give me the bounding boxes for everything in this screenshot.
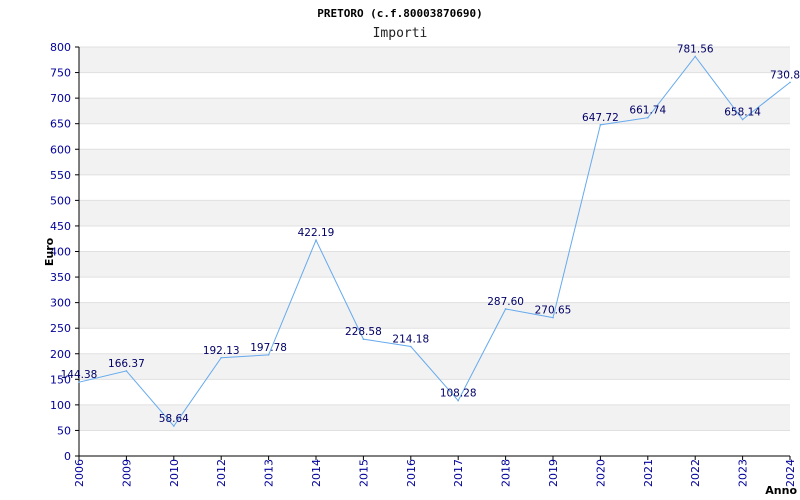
data-point [789, 81, 791, 84]
grid-band [79, 200, 790, 226]
data-point [457, 399, 460, 402]
y-axis-label: Euro [43, 237, 56, 266]
y-tick-label: 800 [50, 41, 71, 54]
data-point [220, 356, 222, 359]
x-tick-label: 2015 [357, 459, 370, 487]
data-label: 197.78 [250, 342, 287, 354]
data-label: 730.8 [770, 69, 800, 81]
x-tick-label: 2017 [452, 459, 465, 487]
y-tick-label: 350 [50, 271, 71, 284]
data-label: 647.72 [582, 112, 619, 124]
data-point [694, 55, 696, 58]
grid-band [79, 98, 790, 124]
x-tick-label: 2020 [594, 459, 607, 487]
y-tick-label: 700 [50, 92, 71, 105]
y-tick-label: 500 [50, 194, 71, 207]
y-tick-label: 600 [50, 143, 71, 156]
y-tick-label: 750 [50, 67, 71, 80]
y-tick-label: 650 [50, 118, 71, 131]
grid-band [79, 123, 790, 150]
x-tick-label: 2021 [642, 459, 655, 487]
data-point [315, 239, 317, 241]
x-tick-label: 2019 [547, 459, 560, 487]
data-label: 658.14 [724, 107, 761, 119]
grid-band [79, 149, 790, 175]
data-label: 192.13 [203, 345, 240, 357]
data-point [410, 345, 412, 348]
y-tick-label: 150 [50, 373, 71, 386]
grid-band [79, 302, 790, 329]
x-axis-label: Anno [765, 484, 797, 497]
y-tick-label: 0 [64, 450, 71, 463]
data-label: 58.64 [159, 413, 189, 425]
data-labels: 144.38 166.37 58.64 192.13 197.78 422.19 228.5… [61, 43, 800, 425]
data-point [647, 116, 649, 119]
data-label: 108.28 [440, 388, 477, 400]
data-label: 287.60 [487, 296, 524, 308]
x-tick-label: 2014 [310, 459, 323, 487]
grid-band [79, 251, 790, 278]
data-label: 781.56 [677, 43, 714, 55]
data-point [552, 316, 554, 319]
data-label: 214.18 [392, 334, 429, 346]
data-label: 144.38 [61, 369, 98, 381]
x-tick-label: 2023 [737, 459, 750, 487]
y-tick-label: 300 [50, 297, 71, 310]
grid-band [79, 47, 790, 73]
grid-band [79, 225, 790, 252]
data-point [741, 118, 744, 121]
data-point [267, 354, 270, 356]
data-label: 422.19 [298, 227, 335, 239]
grid-band [79, 404, 790, 431]
series-polyline [78, 55, 791, 427]
data-label: 661.74 [629, 105, 666, 117]
y-tick-label: 250 [50, 322, 71, 335]
chart-title: PRETORO (c.f.80003870690) [317, 7, 483, 20]
x-tick-label: 2016 [405, 459, 418, 487]
y-tick-label: 550 [50, 169, 71, 182]
x-tick-label: 2010 [168, 459, 181, 487]
grid-band [79, 353, 790, 380]
y-tick-label: 50 [57, 424, 71, 437]
grid-band [79, 328, 790, 354]
grid-band [79, 430, 790, 456]
series-line [78, 55, 791, 427]
x-tick-label: 2024 [784, 459, 797, 487]
grid-band [79, 379, 790, 405]
x-tick-label: 2018 [500, 459, 513, 487]
x-tick-label: 2009 [120, 459, 133, 487]
y-tick-label: 400 [50, 246, 71, 259]
chart-subtitle: Importi [373, 26, 428, 41]
x-tick-label: 2012 [215, 459, 228, 487]
data-label: 166.37 [108, 358, 145, 370]
x-tick-label: 2006 [73, 459, 86, 487]
y-axis-ticks: 0 50 100 150 200 250 300 350 400 450 500 550 600 650 7… [50, 41, 79, 463]
data-point [504, 308, 507, 310]
y-tick-label: 100 [50, 399, 71, 412]
data-point [125, 370, 128, 372]
data-point [173, 425, 175, 427]
grid-band [79, 72, 790, 99]
data-label: 228.58 [345, 326, 382, 338]
gridlines [79, 46, 790, 457]
grid-bands [79, 47, 790, 456]
x-tick-label: 2013 [263, 459, 276, 487]
grid-band [79, 277, 790, 303]
x-tick-label: 2022 [689, 459, 702, 487]
data-point [78, 381, 80, 383]
y-tick-label: 450 [50, 220, 71, 233]
data-label: 270.65 [535, 305, 572, 317]
data-point [599, 124, 602, 126]
x-axis-ticks: 2006 2009 2010 2012 2013 2014 2015 2016 2017 2018… [73, 456, 797, 487]
y-tick-label: 200 [50, 348, 71, 361]
grid-band [79, 174, 790, 201]
data-point [362, 338, 365, 340]
